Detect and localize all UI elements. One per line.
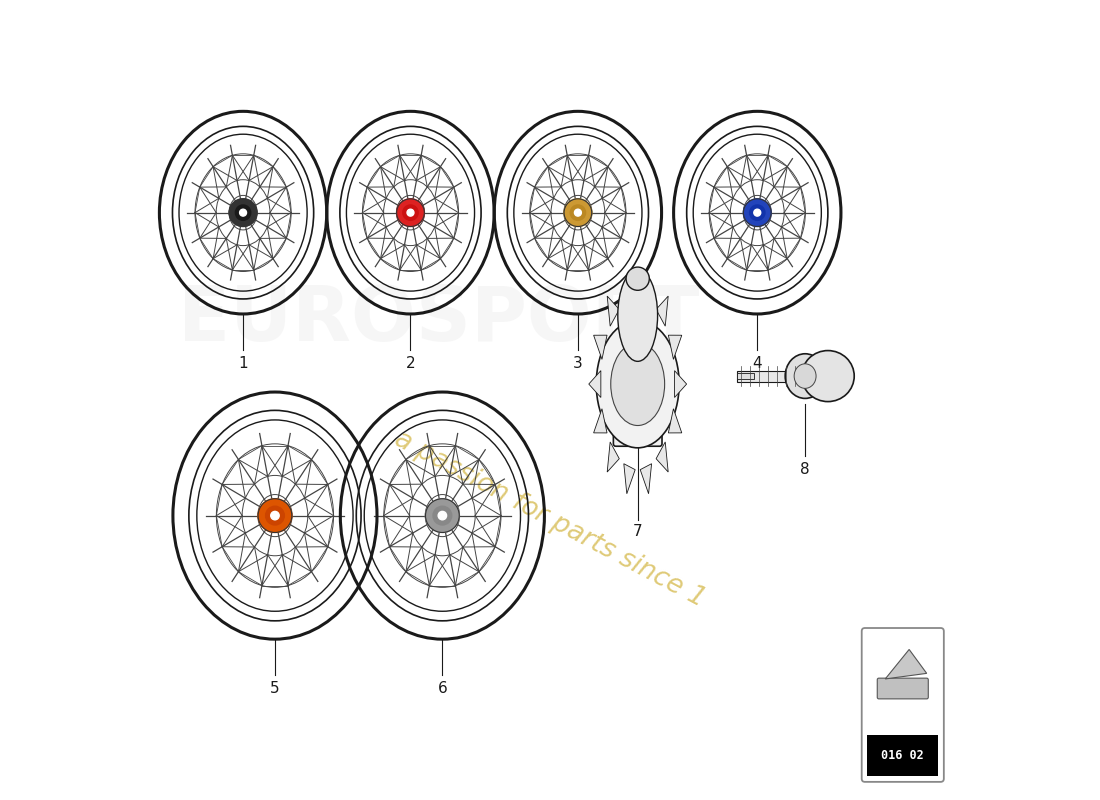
Polygon shape <box>624 274 635 305</box>
FancyBboxPatch shape <box>614 382 662 446</box>
Circle shape <box>626 267 649 290</box>
Circle shape <box>407 209 414 216</box>
Polygon shape <box>594 335 607 359</box>
Circle shape <box>397 199 425 226</box>
Polygon shape <box>607 296 619 326</box>
Text: 3: 3 <box>573 356 583 371</box>
Polygon shape <box>588 370 601 398</box>
Ellipse shape <box>794 364 816 388</box>
Circle shape <box>749 205 764 220</box>
Circle shape <box>235 205 251 220</box>
Polygon shape <box>640 464 651 494</box>
Circle shape <box>403 205 418 220</box>
FancyBboxPatch shape <box>878 678 928 699</box>
Circle shape <box>754 209 761 216</box>
Polygon shape <box>656 296 668 326</box>
Ellipse shape <box>802 350 855 402</box>
Polygon shape <box>624 464 635 494</box>
Circle shape <box>564 199 592 226</box>
Circle shape <box>744 199 771 226</box>
Polygon shape <box>669 409 682 433</box>
Polygon shape <box>607 442 619 472</box>
Circle shape <box>433 506 452 525</box>
Circle shape <box>438 511 447 520</box>
Text: 5: 5 <box>271 682 279 697</box>
Polygon shape <box>674 370 686 398</box>
Text: 8: 8 <box>801 462 810 477</box>
Ellipse shape <box>596 320 679 448</box>
Bar <box>867 735 938 776</box>
Ellipse shape <box>610 342 664 426</box>
Polygon shape <box>886 650 926 679</box>
Text: 016 02: 016 02 <box>881 749 924 762</box>
Circle shape <box>570 205 585 220</box>
Polygon shape <box>594 409 607 433</box>
Circle shape <box>240 209 246 216</box>
Text: a passion for parts since 1: a passion for parts since 1 <box>390 426 710 613</box>
Text: 4: 4 <box>752 356 762 371</box>
FancyBboxPatch shape <box>861 628 944 782</box>
Circle shape <box>574 209 582 216</box>
Ellipse shape <box>785 354 825 398</box>
Bar <box>737 374 755 379</box>
Bar <box>737 370 789 382</box>
Circle shape <box>265 506 284 525</box>
Text: 2: 2 <box>406 356 416 371</box>
Polygon shape <box>656 442 668 472</box>
Circle shape <box>426 498 460 533</box>
Circle shape <box>271 511 279 520</box>
Polygon shape <box>640 274 651 305</box>
Text: 6: 6 <box>438 682 448 697</box>
Polygon shape <box>669 335 682 359</box>
Text: 1: 1 <box>239 356 248 371</box>
Circle shape <box>229 199 257 226</box>
Circle shape <box>258 498 292 533</box>
Text: EUROSPORT: EUROSPORT <box>178 283 700 358</box>
Ellipse shape <box>618 270 658 362</box>
Text: 7: 7 <box>632 523 642 538</box>
